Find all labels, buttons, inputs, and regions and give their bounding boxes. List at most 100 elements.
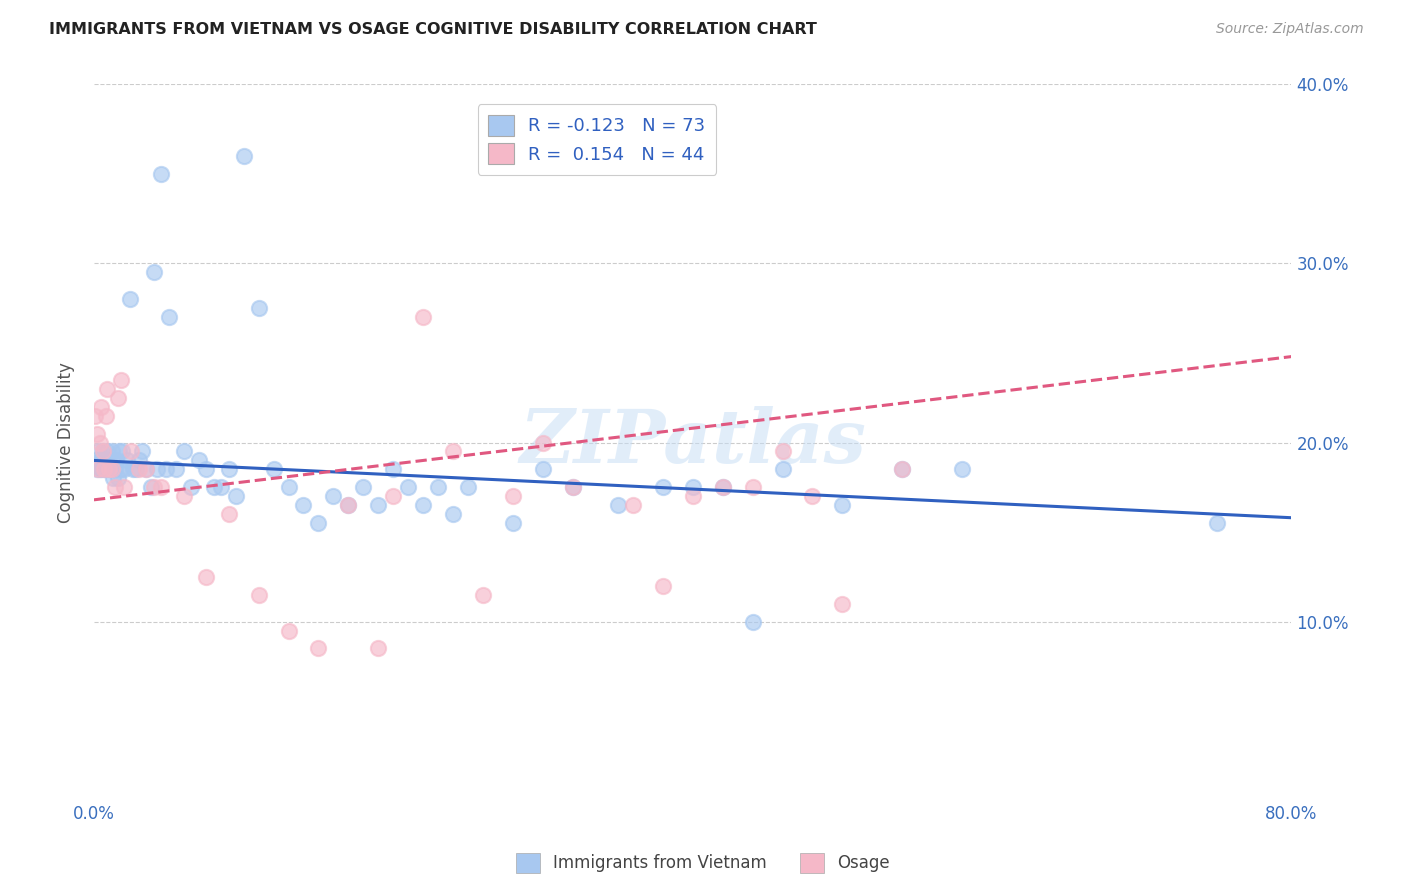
- Point: [711, 480, 734, 494]
- Point: [195, 462, 218, 476]
- Point: [308, 516, 330, 530]
- Point: [412, 498, 434, 512]
- Legend: R = -0.123   N = 73, R =  0.154   N = 44: R = -0.123 N = 73, R = 0.154 N = 44: [478, 104, 716, 175]
- Point: [247, 588, 270, 602]
- Point: [128, 453, 150, 467]
- Point: [91, 444, 114, 458]
- Point: [87, 444, 110, 458]
- Point: [120, 444, 142, 458]
- Point: [157, 310, 180, 325]
- Point: [107, 471, 129, 485]
- Point: [115, 453, 138, 467]
- Point: [292, 498, 315, 512]
- Point: [502, 489, 524, 503]
- Point: [135, 462, 157, 476]
- Point: [277, 480, 299, 494]
- Point: [831, 498, 853, 512]
- Point: [142, 265, 165, 279]
- Point: [111, 444, 134, 458]
- Point: [308, 641, 330, 656]
- Point: [108, 444, 131, 458]
- Point: [155, 462, 177, 476]
- Point: [621, 498, 644, 512]
- Point: [367, 641, 389, 656]
- Point: [427, 480, 450, 494]
- Point: [86, 462, 108, 476]
- Point: [150, 167, 173, 181]
- Point: [263, 462, 285, 476]
- Point: [531, 462, 554, 476]
- Point: [441, 444, 464, 458]
- Point: [337, 498, 360, 512]
- Point: [112, 462, 135, 476]
- Point: [135, 462, 157, 476]
- Point: [682, 480, 704, 494]
- Point: [367, 498, 389, 512]
- Point: [606, 498, 628, 512]
- Point: [93, 462, 115, 476]
- Point: [561, 480, 583, 494]
- Point: [121, 462, 143, 476]
- Point: [831, 597, 853, 611]
- Point: [90, 453, 112, 467]
- Point: [118, 293, 141, 307]
- Point: [131, 444, 153, 458]
- Point: [146, 462, 169, 476]
- Point: [128, 462, 150, 476]
- Point: [139, 480, 162, 494]
- Point: [150, 480, 173, 494]
- Point: [94, 453, 117, 467]
- Point: [173, 489, 195, 503]
- Point: [104, 480, 127, 494]
- Point: [93, 462, 115, 476]
- Point: [94, 409, 117, 423]
- Point: [801, 489, 824, 503]
- Point: [772, 444, 794, 458]
- Point: [87, 462, 110, 476]
- Point: [202, 480, 225, 494]
- Point: [277, 624, 299, 638]
- Point: [412, 310, 434, 325]
- Point: [218, 507, 240, 521]
- Point: [891, 462, 914, 476]
- Point: [352, 480, 374, 494]
- Point: [651, 480, 673, 494]
- Point: [180, 480, 202, 494]
- Point: [94, 462, 117, 476]
- Point: [682, 489, 704, 503]
- Point: [165, 462, 187, 476]
- Point: [772, 462, 794, 476]
- Point: [105, 453, 128, 467]
- Point: [97, 453, 120, 467]
- Point: [441, 507, 464, 521]
- Point: [86, 426, 108, 441]
- Point: [195, 570, 218, 584]
- Point: [96, 444, 118, 458]
- Point: [651, 579, 673, 593]
- Point: [103, 471, 125, 485]
- Point: [110, 373, 132, 387]
- Point: [100, 462, 122, 476]
- Text: ZIPatlas: ZIPatlas: [519, 406, 866, 479]
- Point: [322, 489, 344, 503]
- Point: [337, 498, 360, 512]
- Point: [396, 480, 419, 494]
- Point: [84, 409, 107, 423]
- Point: [891, 462, 914, 476]
- Point: [1205, 516, 1227, 530]
- Text: IMMIGRANTS FROM VIETNAM VS OSAGE COGNITIVE DISABILITY CORRELATION CHART: IMMIGRANTS FROM VIETNAM VS OSAGE COGNITI…: [49, 22, 817, 37]
- Point: [950, 462, 973, 476]
- Point: [247, 301, 270, 316]
- Point: [89, 462, 111, 476]
- Point: [89, 435, 111, 450]
- Point: [741, 615, 763, 629]
- Point: [382, 462, 405, 476]
- Point: [472, 588, 495, 602]
- Legend: Immigrants from Vietnam, Osage: Immigrants from Vietnam, Osage: [510, 847, 896, 880]
- Y-axis label: Cognitive Disability: Cognitive Disability: [58, 362, 75, 523]
- Point: [457, 480, 479, 494]
- Point: [104, 462, 127, 476]
- Point: [90, 462, 112, 476]
- Point: [84, 453, 107, 467]
- Point: [112, 480, 135, 494]
